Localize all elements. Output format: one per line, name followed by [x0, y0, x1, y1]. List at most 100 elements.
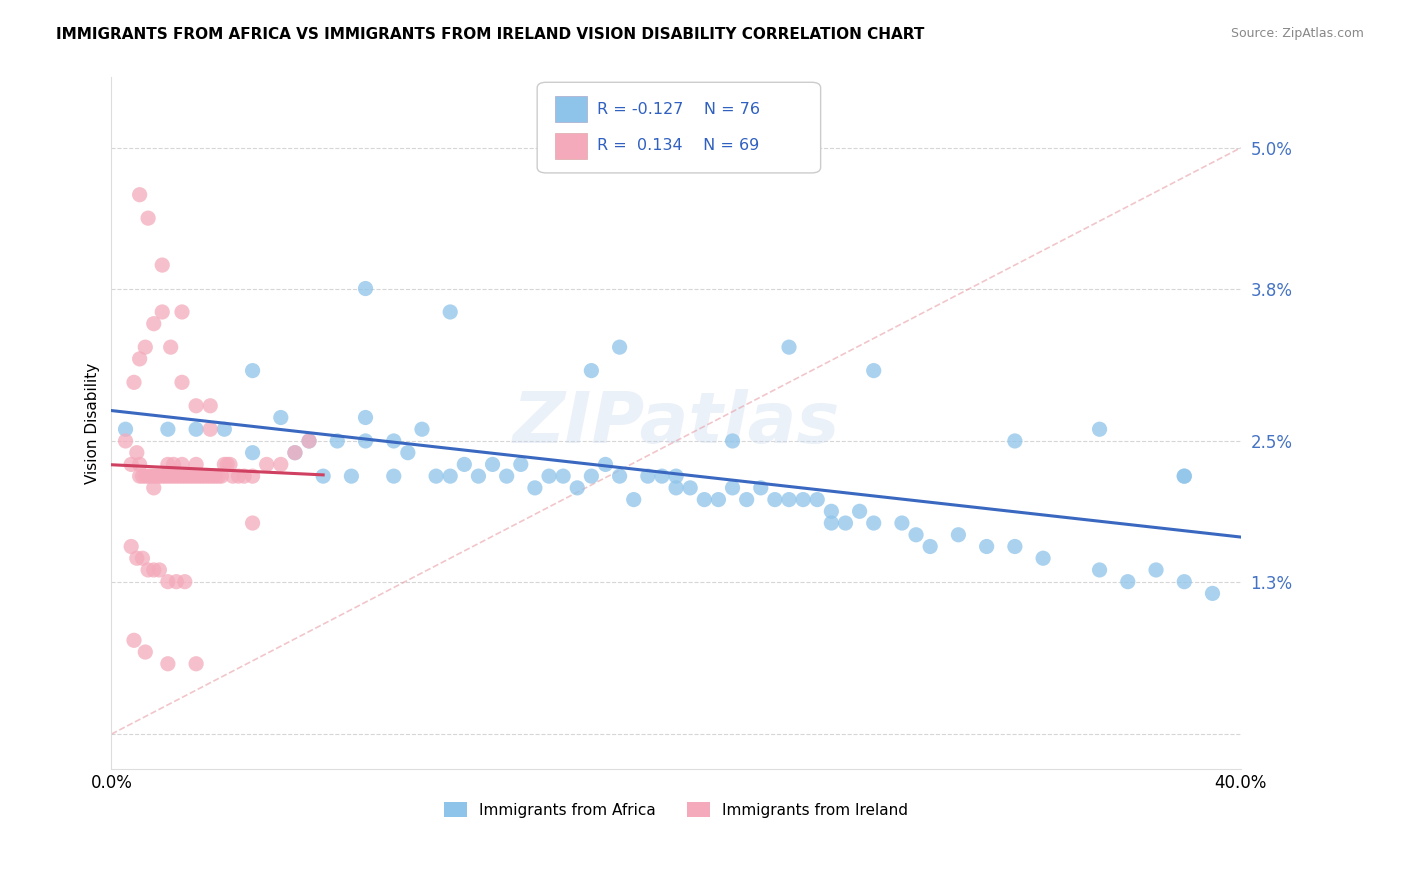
Point	[763, 492, 786, 507]
Point	[905, 528, 928, 542]
Point	[354, 281, 377, 295]
Point	[665, 469, 688, 483]
Point	[609, 469, 631, 483]
Point	[1004, 434, 1026, 448]
Point	[778, 492, 800, 507]
Point	[679, 481, 702, 495]
Point	[170, 458, 193, 472]
Point	[834, 516, 856, 530]
Point	[890, 516, 912, 530]
Point	[134, 469, 156, 483]
Point	[581, 363, 603, 377]
Point	[156, 657, 179, 671]
Point	[623, 492, 645, 507]
Point	[190, 469, 212, 483]
Point	[217, 458, 239, 472]
Point	[411, 422, 433, 436]
Point	[340, 469, 363, 483]
Point	[219, 458, 242, 472]
Point	[181, 469, 204, 483]
Point	[284, 445, 307, 459]
Point	[145, 469, 167, 483]
Point	[948, 528, 970, 542]
Y-axis label: Vision Disability: Vision Disability	[86, 363, 100, 484]
Point	[194, 469, 217, 483]
Point	[1173, 469, 1195, 483]
Point	[537, 469, 560, 483]
Bar	[555, 96, 586, 122]
Point	[128, 351, 150, 366]
Point	[820, 516, 842, 530]
Point	[1088, 563, 1111, 577]
FancyBboxPatch shape	[537, 82, 821, 173]
Point	[326, 434, 349, 448]
Point	[1201, 586, 1223, 600]
Point	[523, 481, 546, 495]
Point	[242, 516, 264, 530]
Point	[848, 504, 870, 518]
Point	[170, 376, 193, 390]
Point	[202, 469, 225, 483]
Point	[197, 469, 219, 483]
Point	[1286, 422, 1309, 436]
Point	[122, 633, 145, 648]
Point	[242, 363, 264, 377]
Point	[820, 504, 842, 518]
Point	[125, 551, 148, 566]
Point	[156, 469, 179, 483]
Point	[170, 305, 193, 319]
Point	[284, 445, 307, 459]
Point	[131, 469, 153, 483]
Point	[187, 469, 209, 483]
Point	[439, 305, 461, 319]
Point	[205, 469, 228, 483]
Point	[165, 469, 187, 483]
Point	[453, 458, 475, 472]
Point	[170, 469, 193, 483]
Point	[396, 445, 419, 459]
Point	[312, 469, 335, 483]
Point	[167, 469, 190, 483]
Point	[148, 563, 170, 577]
Point	[136, 563, 159, 577]
Point	[792, 492, 814, 507]
Text: ZIPatlas: ZIPatlas	[512, 389, 839, 458]
Point	[382, 469, 405, 483]
Point	[136, 211, 159, 226]
Point	[298, 434, 321, 448]
Point	[553, 469, 575, 483]
Point	[270, 410, 292, 425]
Point	[208, 469, 231, 483]
Point	[184, 469, 207, 483]
Bar	[555, 133, 586, 159]
Text: R = -0.127    N = 76: R = -0.127 N = 76	[598, 102, 761, 117]
Point	[976, 540, 998, 554]
Point	[693, 492, 716, 507]
Point	[382, 434, 405, 448]
Point	[142, 563, 165, 577]
Point	[136, 469, 159, 483]
Point	[920, 540, 942, 554]
Point	[354, 434, 377, 448]
Point	[707, 492, 730, 507]
Point	[173, 469, 195, 483]
Point	[200, 469, 222, 483]
Point	[1004, 540, 1026, 554]
Point	[778, 340, 800, 354]
Point	[1173, 574, 1195, 589]
Point	[481, 458, 503, 472]
Point	[173, 574, 195, 589]
Point	[214, 422, 236, 436]
Point	[567, 481, 589, 495]
Point	[595, 458, 617, 472]
Point	[211, 469, 233, 483]
Point	[128, 458, 150, 472]
Point	[120, 540, 142, 554]
Point	[1144, 563, 1167, 577]
Point	[862, 516, 884, 530]
Point	[142, 481, 165, 495]
Point	[1088, 422, 1111, 436]
Point	[114, 434, 136, 448]
Text: Source: ZipAtlas.com: Source: ZipAtlas.com	[1230, 27, 1364, 40]
Point	[200, 422, 222, 436]
